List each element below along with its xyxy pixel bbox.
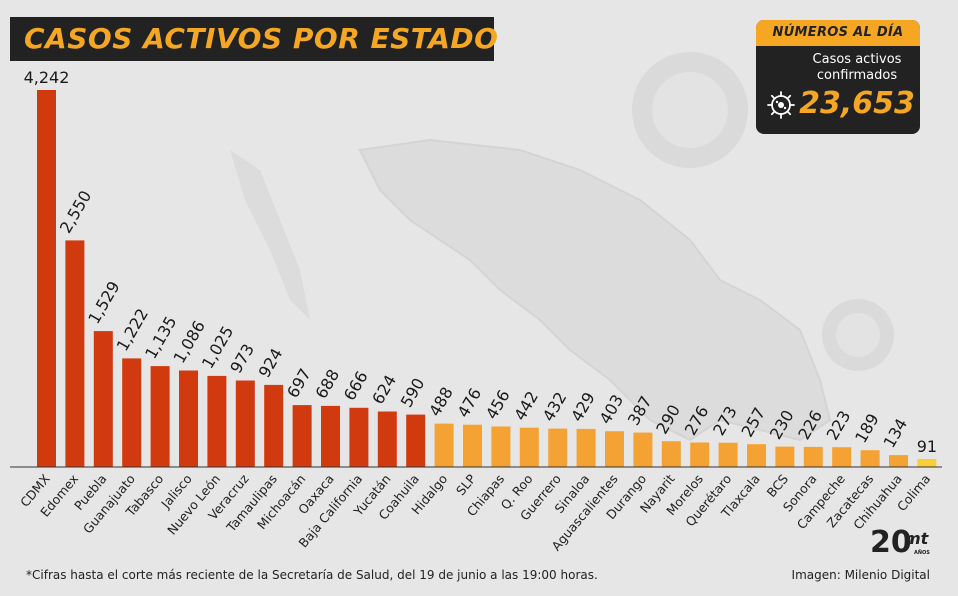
value-label-29: 189	[851, 410, 883, 446]
value-label-23: 276	[681, 403, 713, 439]
value-label-11: 666	[340, 368, 372, 404]
bar-9	[292, 405, 312, 467]
virus-icon	[767, 91, 795, 119]
title-band	[10, 17, 494, 61]
chart-title: CASOS ACTIVOS POR ESTADO	[24, 22, 499, 55]
bar-20	[605, 431, 624, 467]
logo-sub: AÑOS	[914, 549, 930, 556]
value-label-7: 973	[226, 341, 258, 377]
bar-6	[207, 375, 227, 467]
anniversary-logo: 20 mt AÑOS	[870, 525, 930, 560]
category-label-15: SLP	[453, 471, 479, 498]
value-label-19: 429	[567, 389, 599, 425]
value-label-18: 432	[539, 389, 571, 425]
value-label-20: 403	[596, 391, 628, 427]
value-label-30: 134	[880, 415, 912, 451]
bar-16	[491, 426, 511, 467]
value-label-28: 223	[823, 407, 855, 443]
value-label-31: 91	[917, 437, 937, 456]
bar-7	[235, 380, 255, 467]
value-label-24: 273	[709, 403, 741, 439]
summary-value: 23,653	[799, 86, 915, 121]
bar-29	[860, 450, 880, 467]
bar-26	[775, 446, 795, 467]
bar-10	[321, 405, 340, 467]
value-label-8: 924	[255, 345, 287, 381]
bar-4	[150, 366, 170, 467]
bar-25	[747, 444, 766, 467]
bar-27	[803, 446, 823, 467]
bar-5	[179, 370, 198, 467]
value-label-16: 456	[482, 387, 514, 423]
summary-label: Casos activos confirmados	[796, 52, 918, 84]
value-label-0: 4,242	[24, 68, 70, 87]
bar-15	[463, 424, 482, 467]
bar-13	[406, 414, 426, 467]
value-label-15: 476	[454, 385, 486, 421]
value-label-2: 1,529	[84, 278, 123, 327]
value-label-27: 226	[794, 407, 826, 443]
bar-23	[690, 442, 710, 467]
bar-2	[93, 331, 113, 467]
summary-heading: NÚMEROS AL DÍA	[756, 20, 920, 46]
summary-card: NÚMEROS AL DÍA Casos activos confirmados…	[756, 20, 920, 134]
value-label-25: 257	[738, 404, 770, 440]
value-label-9: 697	[283, 365, 315, 401]
bar-18	[548, 428, 568, 467]
bar-17	[519, 427, 539, 467]
bar-28	[832, 447, 852, 467]
bar-8	[264, 384, 284, 467]
value-label-1: 2,550	[56, 187, 95, 236]
value-label-26: 230	[766, 407, 798, 443]
summary-label-line2: confirmados	[816, 68, 898, 83]
value-label-21: 387	[624, 393, 656, 429]
bar-19	[576, 428, 596, 467]
logo-number: 20	[870, 525, 912, 560]
bar-1	[65, 240, 85, 467]
value-label-14: 488	[425, 384, 457, 420]
bar-0	[37, 90, 56, 467]
bar-31	[917, 458, 937, 467]
value-label-17: 442	[510, 388, 542, 424]
logo-text: mt	[904, 529, 930, 548]
summary-label-line1: Casos activos	[812, 52, 902, 67]
value-label-22: 290	[652, 401, 684, 437]
bar-14	[434, 423, 454, 467]
bar-24	[718, 442, 738, 467]
bar-21	[633, 432, 653, 467]
bar-22	[661, 441, 681, 467]
bar-30	[889, 455, 908, 467]
value-label-13: 590	[397, 375, 429, 411]
bar-11	[349, 407, 369, 467]
image-credit: Imagen: Milenio Digital	[791, 568, 930, 582]
footnote: *Cifras hasta el corte más reciente de l…	[26, 568, 598, 582]
value-label-10: 688	[312, 366, 344, 402]
value-label-12: 624	[368, 372, 400, 408]
bar-12	[377, 411, 397, 467]
bar-3	[122, 358, 142, 467]
